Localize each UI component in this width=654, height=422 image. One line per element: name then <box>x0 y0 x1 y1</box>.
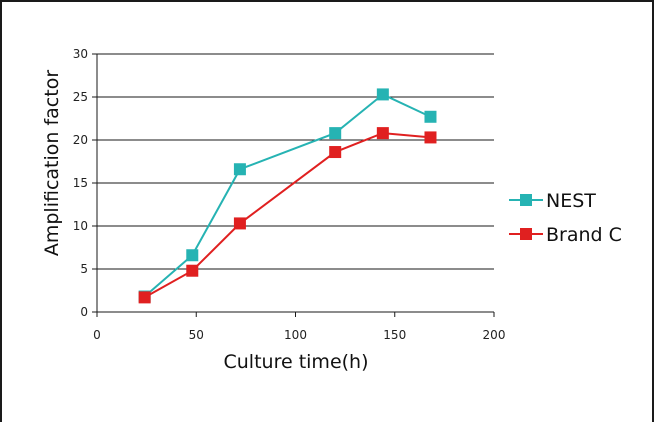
axes <box>92 53 495 317</box>
legend-marker-1 <box>520 228 532 240</box>
y-tick-label: 0 <box>80 305 88 319</box>
legend-marker-0 <box>520 194 532 206</box>
legend: NEST Brand C <box>509 190 622 246</box>
data-point <box>186 249 199 262</box>
data-point <box>376 127 389 140</box>
data-point <box>233 163 246 176</box>
x-tick-label: 150 <box>383 328 406 342</box>
legend-label-1: Brand C <box>546 224 622 246</box>
data-point <box>186 264 199 277</box>
x-tick-label: 100 <box>284 328 307 342</box>
data-point <box>424 110 437 123</box>
x-tick-labels: 0 50 100 150 200 <box>93 328 505 342</box>
y-tick-label: 25 <box>73 90 88 104</box>
x-tick-label: 50 <box>189 328 204 342</box>
y-tick-label: 10 <box>73 219 88 233</box>
y-tick-label: 30 <box>73 47 88 61</box>
data-point <box>138 291 151 304</box>
legend-label-0: NEST <box>546 190 596 212</box>
y-axis-title: Amplification factor <box>41 70 63 256</box>
data-point <box>233 217 246 230</box>
data-point <box>329 146 342 159</box>
y-tick-label: 15 <box>73 176 88 190</box>
series-line-0 <box>143 93 431 298</box>
x-axis-title: Culture time(h) <box>224 351 369 373</box>
series-line-1 <box>144 132 431 299</box>
data-point <box>376 88 389 101</box>
gridlines <box>97 53 494 270</box>
data-point <box>329 127 342 140</box>
x-tick-label: 0 <box>93 328 101 342</box>
y-tick-label: 20 <box>73 133 88 147</box>
y-tick-label: 5 <box>80 262 88 276</box>
x-tick-label: 200 <box>483 328 506 342</box>
data-point <box>424 131 437 144</box>
series-layer <box>138 88 437 304</box>
y-tick-labels: 0 5 10 15 20 25 30 <box>73 47 88 319</box>
